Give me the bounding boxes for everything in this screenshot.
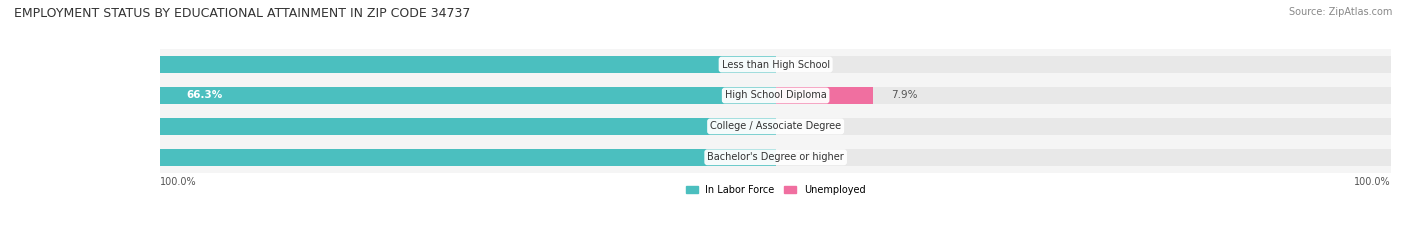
Bar <box>160 118 1391 135</box>
Text: 100.0%: 100.0% <box>160 177 197 187</box>
Bar <box>160 56 1391 73</box>
Text: 88.1%: 88.1% <box>0 60 35 70</box>
Text: 100.0%: 100.0% <box>1354 177 1391 187</box>
Text: Less than High School: Less than High School <box>721 60 830 70</box>
Bar <box>776 87 873 104</box>
Text: High School Diploma: High School Diploma <box>724 90 827 100</box>
Text: Source: ZipAtlas.com: Source: ZipAtlas.com <box>1288 7 1392 17</box>
Bar <box>0 56 776 73</box>
Text: College / Associate Degree: College / Associate Degree <box>710 121 841 131</box>
Text: 0.0%: 0.0% <box>794 121 820 131</box>
Text: 0.0%: 0.0% <box>794 152 820 162</box>
Bar <box>160 142 1391 173</box>
Bar <box>0 118 776 135</box>
Text: 79.9%: 79.9% <box>69 152 105 162</box>
Bar <box>160 149 1391 166</box>
Bar <box>160 87 1391 104</box>
Text: Bachelor's Degree or higher: Bachelor's Degree or higher <box>707 152 844 162</box>
Bar <box>160 80 1391 111</box>
Bar <box>0 87 776 104</box>
Text: 80.6%: 80.6% <box>63 121 100 131</box>
Text: 66.3%: 66.3% <box>187 90 222 100</box>
Bar <box>0 149 776 166</box>
Bar <box>160 49 1391 80</box>
Legend: In Labor Force, Unemployed: In Labor Force, Unemployed <box>682 181 869 199</box>
Text: 0.0%: 0.0% <box>794 60 820 70</box>
Text: 7.9%: 7.9% <box>891 90 918 100</box>
Bar <box>160 111 1391 142</box>
Text: EMPLOYMENT STATUS BY EDUCATIONAL ATTAINMENT IN ZIP CODE 34737: EMPLOYMENT STATUS BY EDUCATIONAL ATTAINM… <box>14 7 471 20</box>
